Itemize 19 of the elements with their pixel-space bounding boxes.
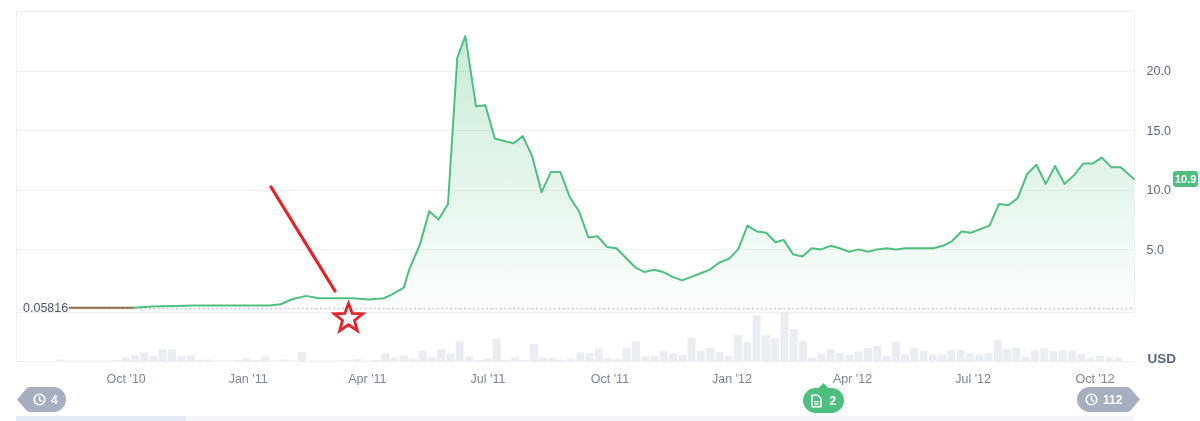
ref-line-label: 0.05816 [23,301,69,316]
x-tick-label: Jan '12 [711,371,752,386]
x-tick-label: Jul '12 [955,371,992,386]
y-axis-title: USD [1147,350,1177,366]
text: 2 [829,393,837,408]
price-badge: 10.9 [1173,171,1198,188]
y-tick-label: 15.0 [1146,123,1171,138]
x-tick-label: Oct '10 [106,371,146,386]
x-tick-label: Jan '11 [228,371,268,386]
x-tick-label: Oct '11 [590,371,630,386]
text: 4 [51,392,58,407]
text: 112 [1103,392,1123,407]
x-tick-label: Apr '11 [348,371,387,386]
y-tick-label: 20.0 [1146,64,1171,79]
x-tick-label: Oct '12 [1075,371,1115,386]
y-tick-label: 5.0 [1146,242,1164,257]
y-tick-label: 10.0 [1146,183,1171,198]
x-tick-label: Apr '12 [832,371,873,386]
x-tick-label: Jul '11 [470,371,506,386]
